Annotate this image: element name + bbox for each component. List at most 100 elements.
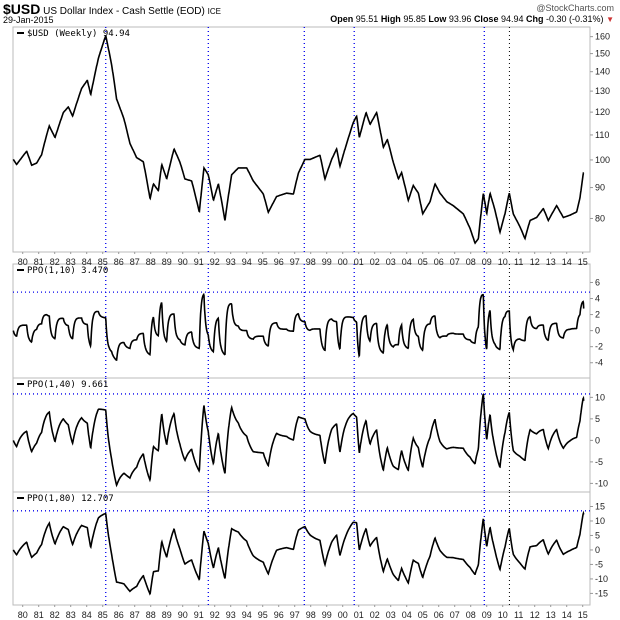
x-tick-label: 87 xyxy=(130,610,140,620)
open-label: Open xyxy=(330,14,354,24)
x-tick-label: 12 xyxy=(530,257,540,267)
x-tick-label: 96 xyxy=(274,610,284,620)
x-axis-price: 80 81 82 83 84 85 86 87 88 89 90 91 92 93 94 95 96 97 98 99… xyxy=(18,252,588,267)
x-tick-label: 90 xyxy=(178,257,188,267)
close-label: Close xyxy=(473,14,499,24)
panel-ppo40: -10 -5 0 5 10 PPO(1,40) 9.661 xyxy=(12,377,608,493)
x-tick-label: 14 xyxy=(562,257,572,267)
open-value: 95.51 xyxy=(355,14,379,24)
x-tick-label: 81 xyxy=(34,610,44,620)
series-line-ppo80 xyxy=(12,510,585,596)
x-tick-label: 00 xyxy=(338,257,348,267)
x-tick-label: 99 xyxy=(322,257,332,267)
legend-label: PPO(1,80) 12.707 xyxy=(27,494,114,504)
x-tick-label: 11 xyxy=(514,257,523,267)
legend-swatch xyxy=(17,497,24,499)
stockcharts-watermark[interactable]: @StockCharts.com xyxy=(536,3,614,13)
legend-swatch xyxy=(17,383,24,385)
panel-ppo10: -4 -2 0 2 4 6 PPO(1,10) 3.470 xyxy=(12,263,603,379)
x-tick-label: 94 xyxy=(242,610,252,620)
x-tick-label: 00 xyxy=(338,610,348,620)
y-tick-label: 6 xyxy=(595,277,600,287)
symbol: $USD xyxy=(3,1,41,17)
legend-label: PPO(1,40) 9.661 xyxy=(27,380,108,390)
low-value: 93.96 xyxy=(448,14,472,24)
exchange: ICE xyxy=(207,7,221,16)
x-tick-label: 02 xyxy=(370,257,380,267)
down-arrow-icon: ▼ xyxy=(606,15,614,24)
x-tick-label: 98 xyxy=(306,610,316,620)
x-tick-label: 89 xyxy=(162,257,172,267)
y-tick-label: 140 xyxy=(595,67,610,77)
x-tick-label: 82 xyxy=(50,610,60,620)
x-tick-label: 95 xyxy=(258,610,268,620)
x-tick-label: 09 xyxy=(482,610,492,620)
x-tick-label: 05 xyxy=(418,610,428,620)
y-tick-label: -15 xyxy=(595,588,608,598)
x-tick-label: 01 xyxy=(354,257,364,267)
panel-frame xyxy=(12,26,591,253)
y-tick-label: 0 xyxy=(595,545,600,555)
x-tick-label: 80 xyxy=(18,610,28,620)
panel-ppo80: -15 -10 -5 0 5 10 15 PPO(1,80) 12.707 xyxy=(12,491,608,606)
high-label: High xyxy=(380,14,401,24)
y-tick-label: 150 xyxy=(595,49,610,59)
x-tick-label: 88 xyxy=(146,610,156,620)
y-tick-label: 2 xyxy=(595,310,600,320)
series-line-ppo10 xyxy=(12,292,585,361)
x-tick-label: 08 xyxy=(466,610,476,620)
x-tick-label: 01 xyxy=(354,610,364,620)
y-tick-label: 90 xyxy=(595,183,605,193)
x-tick-label: 99 xyxy=(322,610,332,620)
y-tick-label: 5 xyxy=(595,414,600,424)
x-tick-label: 04 xyxy=(402,257,412,267)
x-tick-label: 98 xyxy=(306,257,316,267)
instrument-name: US Dollar Index - Cash Settle (EOD) xyxy=(43,6,205,17)
x-tick-label: 07 xyxy=(450,610,460,620)
legend-swatch xyxy=(17,269,24,271)
y-tick-label: 160 xyxy=(595,32,610,42)
y-tick-label: 80 xyxy=(595,213,605,223)
y-tick-label: 0 xyxy=(595,435,600,445)
x-tick-label: 95 xyxy=(258,257,268,267)
x-tick-label: 81 xyxy=(34,257,44,267)
x-tick-label: 14 xyxy=(562,610,572,620)
y-tick-label: -10 xyxy=(595,574,608,584)
y-tick-label: 120 xyxy=(595,107,610,117)
chart-date: 29-Jan-2015 xyxy=(3,15,54,25)
x-tick-label: 84 xyxy=(82,257,92,267)
x-tick-label: 06 xyxy=(434,257,444,267)
chg-value: -0.30 (-0.31%) xyxy=(546,14,604,24)
x-tick-label: 93 xyxy=(226,610,236,620)
x-tick-label: 97 xyxy=(290,610,300,620)
y-tick-label: 4 xyxy=(595,294,600,304)
x-tick-label: 91 xyxy=(194,257,204,267)
x-tick-label: 15 xyxy=(578,610,588,620)
panel-frame xyxy=(12,377,591,493)
x-tick-label: 09 xyxy=(482,257,492,267)
x-tick-label: 85 xyxy=(98,257,108,267)
close-value: 94.94 xyxy=(500,14,524,24)
x-tick-label: 87 xyxy=(130,257,140,267)
x-tick-label: 11 xyxy=(514,610,523,620)
x-tick-label: 88 xyxy=(146,257,156,267)
x-tick-label: 80 xyxy=(18,257,28,267)
x-tick-label: 10 xyxy=(498,610,508,620)
series-line-price xyxy=(12,35,585,245)
x-tick-label: 06 xyxy=(434,610,444,620)
x-tick-label: 84 xyxy=(82,610,92,620)
x-tick-label: 94 xyxy=(242,257,252,267)
x-axis-bottom: 80 81 82 83 84 85 86 87 88 89 90 91 92 93 94 95 96 97 98 99… xyxy=(18,605,588,620)
x-tick-label: 92 xyxy=(210,257,220,267)
x-tick-label: 97 xyxy=(290,257,300,267)
panel-frame xyxy=(12,491,591,606)
high-value: 95.85 xyxy=(403,14,426,24)
x-tick-label: 15 xyxy=(578,257,588,267)
x-tick-label: 90 xyxy=(178,610,188,620)
x-tick-label: 13 xyxy=(546,257,556,267)
y-tick-label: -5 xyxy=(595,457,603,467)
x-tick-label: 83 xyxy=(66,610,76,620)
x-tick-label: 89 xyxy=(162,610,172,620)
x-tick-label: 08 xyxy=(466,257,476,267)
